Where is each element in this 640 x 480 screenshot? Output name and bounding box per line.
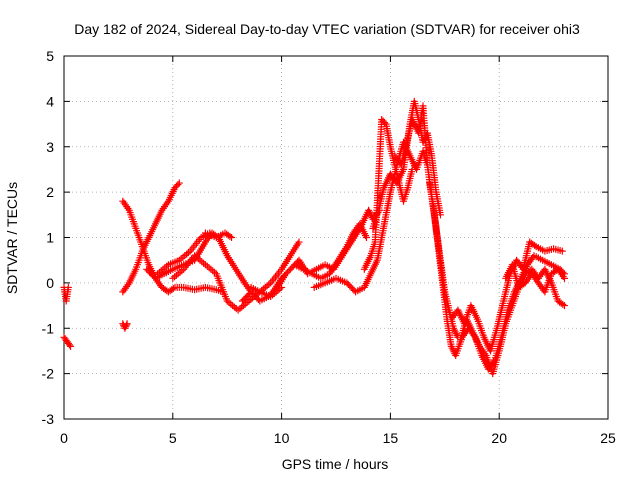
chart-title: Day 182 of 2024, Sidereal Day-to-day VTE… xyxy=(74,21,580,37)
x-tick-label: 25 xyxy=(600,430,616,446)
y-tick-label: 3 xyxy=(46,139,54,155)
grid xyxy=(64,56,608,419)
y-axis-label: SDTVAR / TECUs xyxy=(4,182,20,294)
y-tick-label: 1 xyxy=(46,230,54,246)
y-tick-labels: -3 -2 -1 0 1 2 3 4 5 xyxy=(42,48,55,427)
plus-markers xyxy=(60,97,568,378)
y-tick-label: -2 xyxy=(42,366,55,382)
x-tick-label: 0 xyxy=(60,430,68,446)
x-tick-labels: 0 5 10 15 20 25 xyxy=(60,430,616,446)
x-tick-label: 10 xyxy=(274,430,290,446)
y-tick-label: 4 xyxy=(46,93,54,109)
y-tick-label: -1 xyxy=(42,320,55,336)
x-tick-label: 20 xyxy=(491,430,507,446)
y-tick-label: 2 xyxy=(46,184,54,200)
data-points xyxy=(60,97,568,378)
x-tick-label: 15 xyxy=(383,430,399,446)
y-tick-label: 5 xyxy=(46,48,54,64)
x-tick-label: 5 xyxy=(169,430,177,446)
y-tick-label: -3 xyxy=(42,411,55,427)
y-tick-label: 0 xyxy=(46,275,54,291)
axis-ticks xyxy=(63,55,609,420)
x-axis-label: GPS time / hours xyxy=(282,456,389,472)
